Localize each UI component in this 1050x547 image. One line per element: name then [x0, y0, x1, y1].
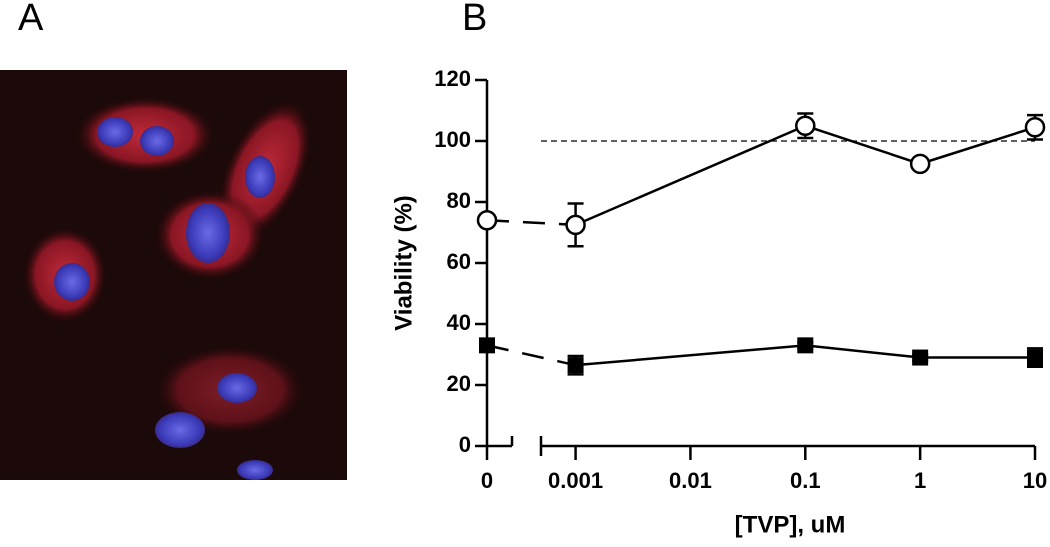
- marker: [909, 153, 931, 175]
- nucleus: [155, 412, 205, 448]
- panel-label: B: [462, 0, 487, 39]
- nucleus: [186, 203, 230, 263]
- x-tick-label: 0.01: [669, 468, 712, 493]
- y-tick-label: 80: [447, 188, 471, 213]
- y-tick-label: 120: [434, 66, 471, 91]
- marker: [565, 214, 586, 236]
- nucleus: [217, 373, 257, 403]
- marker: [797, 337, 814, 354]
- micrograph: [0, 70, 347, 480]
- marker: [1027, 349, 1043, 366]
- y-axis-label: Viability (%): [390, 195, 417, 331]
- marker: [476, 210, 498, 231]
- nucleus: [97, 117, 133, 147]
- marker: [479, 337, 495, 354]
- x-tick-label: 0.001: [548, 468, 603, 493]
- y-tick-label: 60: [447, 249, 471, 274]
- marker: [912, 349, 929, 366]
- axes: [485, 80, 1035, 456]
- x-tick-label: 0: [481, 468, 493, 493]
- series-line: [486, 344, 576, 367]
- y-tick-label: 40: [447, 310, 471, 335]
- x-tick-label: 0.1: [790, 468, 821, 493]
- y-tick-label: 20: [447, 371, 471, 396]
- series-line: [575, 344, 1035, 367]
- nucleus: [237, 460, 273, 480]
- series-line: [486, 219, 576, 227]
- nucleus: [245, 156, 275, 198]
- y-tick-label: 0: [459, 432, 471, 457]
- marker: [567, 357, 584, 374]
- x-tick-label: 10: [1023, 468, 1047, 493]
- y-tick-label: 100: [434, 127, 471, 152]
- x-tick-label: 1: [914, 468, 926, 493]
- panel-label: A: [18, 0, 44, 39]
- x-axis-label: [TVP], uM: [735, 511, 846, 538]
- marker: [795, 115, 816, 136]
- nucleus: [140, 126, 174, 156]
- series-line: [575, 124, 1036, 227]
- marker: [1024, 117, 1046, 138]
- nucleus: [54, 263, 90, 301]
